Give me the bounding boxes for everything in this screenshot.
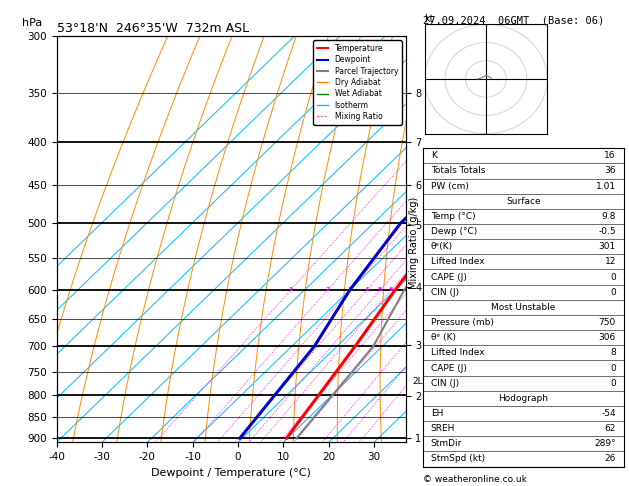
Text: 26: 26	[604, 454, 616, 464]
Text: 9.8: 9.8	[601, 212, 616, 221]
Text: 16: 16	[604, 151, 616, 160]
Text: Temp (°C): Temp (°C)	[431, 212, 476, 221]
Text: -54: -54	[601, 409, 616, 418]
Text: 1.01: 1.01	[596, 182, 616, 191]
Text: SREH: SREH	[431, 424, 455, 433]
Text: CIN (J): CIN (J)	[431, 379, 459, 388]
Text: Surface: Surface	[506, 197, 541, 206]
Text: K: K	[431, 151, 437, 160]
Text: kt: kt	[425, 14, 434, 24]
Text: Lifted Index: Lifted Index	[431, 258, 484, 266]
Text: Mixing Ratio (g/kg): Mixing Ratio (g/kg)	[409, 197, 419, 289]
Text: CAPE (J): CAPE (J)	[431, 364, 467, 373]
Y-axis label: hPa: hPa	[22, 18, 42, 28]
Text: 0: 0	[610, 379, 616, 388]
Y-axis label: km
ASL: km ASL	[424, 228, 442, 250]
Text: 4: 4	[365, 287, 369, 293]
Text: 306: 306	[599, 333, 616, 342]
Text: StmDir: StmDir	[431, 439, 462, 448]
Text: -0.5: -0.5	[598, 227, 616, 236]
Text: 0: 0	[610, 273, 616, 281]
Text: 8: 8	[610, 348, 616, 357]
X-axis label: Dewpoint / Temperature (°C): Dewpoint / Temperature (°C)	[151, 468, 311, 478]
Text: 12: 12	[604, 258, 616, 266]
Text: CAPE (J): CAPE (J)	[431, 273, 467, 281]
Text: 6: 6	[389, 287, 393, 293]
Text: 2: 2	[325, 287, 330, 293]
Text: θᵉ(K): θᵉ(K)	[431, 242, 453, 251]
Text: 36: 36	[604, 167, 616, 175]
Text: 0: 0	[610, 364, 616, 373]
Text: PW (cm): PW (cm)	[431, 182, 469, 191]
Text: 27.09.2024  06GMT  (Base: 06): 27.09.2024 06GMT (Base: 06)	[423, 16, 604, 26]
Legend: Temperature, Dewpoint, Parcel Trajectory, Dry Adiabat, Wet Adiabat, Isotherm, Mi: Temperature, Dewpoint, Parcel Trajectory…	[313, 40, 402, 124]
Text: Dewp (°C): Dewp (°C)	[431, 227, 477, 236]
Text: 301: 301	[599, 242, 616, 251]
Text: 750: 750	[599, 318, 616, 327]
Text: 1: 1	[289, 287, 293, 293]
Text: 0: 0	[610, 288, 616, 297]
Text: 62: 62	[604, 424, 616, 433]
Text: 3: 3	[348, 287, 352, 293]
Text: Pressure (mb): Pressure (mb)	[431, 318, 494, 327]
Text: EH: EH	[431, 409, 443, 418]
Text: © weatheronline.co.uk: © weatheronline.co.uk	[423, 475, 526, 484]
Text: Lifted Index: Lifted Index	[431, 348, 484, 357]
Text: Most Unstable: Most Unstable	[491, 303, 555, 312]
Text: 53°18'N  246°35'W  732m ASL: 53°18'N 246°35'W 732m ASL	[57, 22, 248, 35]
Text: 5: 5	[378, 287, 382, 293]
Text: Totals Totals: Totals Totals	[431, 167, 485, 175]
Text: 289°: 289°	[594, 439, 616, 448]
Text: 2LCL: 2LCL	[413, 377, 435, 386]
Text: θᵉ (K): θᵉ (K)	[431, 333, 456, 342]
Text: StmSpd (kt): StmSpd (kt)	[431, 454, 485, 464]
Text: Hodograph: Hodograph	[498, 394, 548, 403]
Text: CIN (J): CIN (J)	[431, 288, 459, 297]
